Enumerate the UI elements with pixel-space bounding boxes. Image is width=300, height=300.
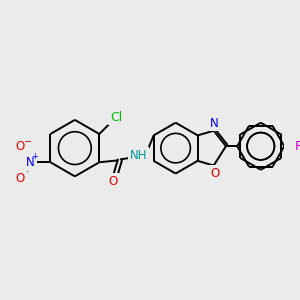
Text: O: O	[108, 175, 117, 188]
Text: F: F	[295, 140, 300, 153]
Text: NH: NH	[130, 149, 148, 162]
Text: N: N	[26, 156, 35, 169]
Text: O: O	[210, 167, 219, 180]
Text: −: −	[24, 137, 32, 148]
Text: Cl: Cl	[110, 110, 122, 124]
Text: N: N	[210, 117, 219, 130]
Text: O: O	[16, 172, 25, 185]
Text: +: +	[31, 152, 38, 161]
Text: O: O	[16, 140, 25, 153]
